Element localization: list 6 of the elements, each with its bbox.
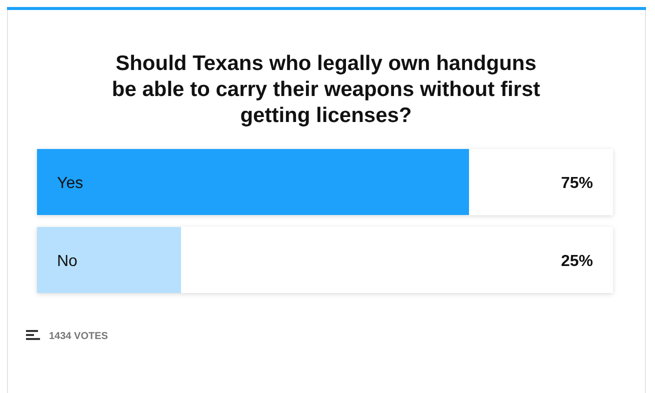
text: 1434 VOTES <box>49 331 108 342</box>
data-label: 25% <box>560 252 593 270</box>
chart-title: Should Texans who legally own handguns be able to carry their weapons without first getting licenses? <box>112 52 540 127</box>
data-label: 75% <box>560 175 593 192</box>
y-tick-label: Yes <box>57 175 84 192</box>
y-tick-label: No <box>57 252 78 270</box>
